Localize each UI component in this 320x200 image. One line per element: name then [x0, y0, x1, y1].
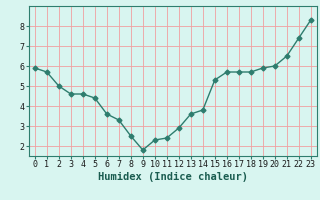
X-axis label: Humidex (Indice chaleur): Humidex (Indice chaleur): [98, 172, 248, 182]
